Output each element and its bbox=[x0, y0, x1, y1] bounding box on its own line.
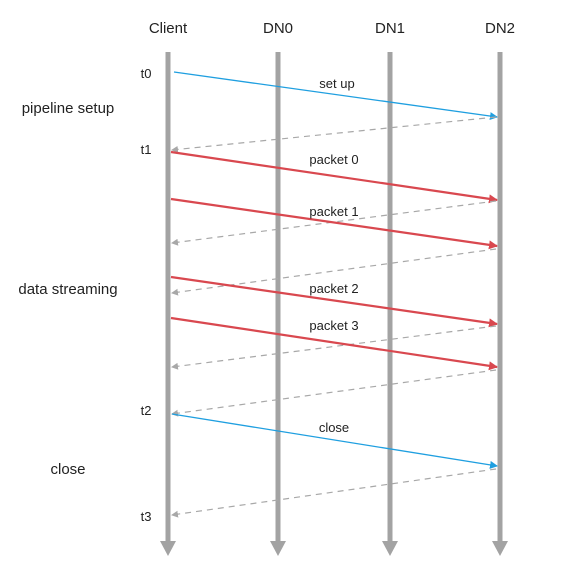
phase-label-close: close bbox=[50, 461, 85, 478]
close-message-label: close bbox=[319, 420, 349, 435]
close-ack-arrow bbox=[172, 469, 496, 515]
setup-ack-arrow bbox=[172, 117, 496, 150]
lifeline-dn2 bbox=[492, 52, 508, 556]
lifeline-arrowhead-icon bbox=[160, 541, 176, 556]
packet-2-label: packet 2 bbox=[309, 281, 358, 296]
setup-message-label: set up bbox=[319, 76, 354, 91]
time-label-t1: t1 bbox=[141, 142, 152, 157]
lifeline-client bbox=[160, 52, 176, 556]
lifeline-header-dn2: DN2 bbox=[485, 20, 515, 37]
time-label-t3: t3 bbox=[141, 509, 152, 524]
phase-label-pipeline-setup: pipeline setup bbox=[22, 100, 115, 117]
phase-label-data-streaming: data streaming bbox=[18, 281, 117, 298]
packet-0-label: packet 0 bbox=[309, 152, 358, 167]
lifeline-header-dn0: DN0 bbox=[263, 20, 293, 37]
lifeline-arrowhead-icon bbox=[270, 541, 286, 556]
lifeline-arrowhead-icon bbox=[492, 541, 508, 556]
packet-3-label: packet 3 bbox=[309, 318, 358, 333]
lifeline-arrowhead-icon bbox=[382, 541, 398, 556]
time-label-t0: t0 bbox=[141, 66, 152, 81]
lifeline-dn0 bbox=[270, 52, 286, 556]
packet-3-ack-arrow bbox=[172, 370, 496, 414]
lifeline-header-client: Client bbox=[149, 20, 188, 37]
lifeline-header-dn1: DN1 bbox=[375, 20, 405, 37]
time-label-t2: t2 bbox=[141, 403, 152, 418]
packet-1-label: packet 1 bbox=[309, 204, 358, 219]
